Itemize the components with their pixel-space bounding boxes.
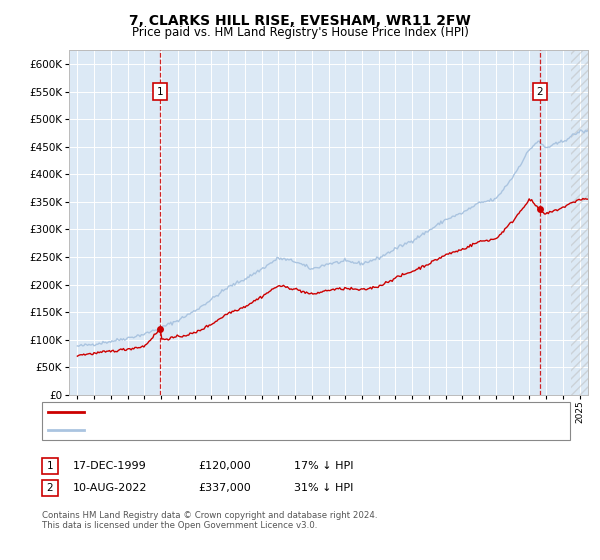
Text: 7, CLARKS HILL RISE, EVESHAM, WR11 2FW (detached house): 7, CLARKS HILL RISE, EVESHAM, WR11 2FW (… — [90, 407, 412, 417]
Text: 17-DEC-1999: 17-DEC-1999 — [73, 461, 146, 471]
Text: 1: 1 — [46, 461, 53, 471]
Text: 2: 2 — [536, 87, 543, 97]
Text: Price paid vs. HM Land Registry's House Price Index (HPI): Price paid vs. HM Land Registry's House … — [131, 26, 469, 39]
Text: £120,000: £120,000 — [198, 461, 251, 471]
Text: 10-AUG-2022: 10-AUG-2022 — [73, 483, 147, 493]
Text: 31% ↓ HPI: 31% ↓ HPI — [294, 483, 353, 493]
Text: £337,000: £337,000 — [198, 483, 251, 493]
Text: 17% ↓ HPI: 17% ↓ HPI — [294, 461, 353, 471]
Text: 2: 2 — [46, 483, 53, 493]
Text: HPI: Average price, detached house, Wychavon: HPI: Average price, detached house, Wych… — [90, 425, 337, 435]
Text: 7, CLARKS HILL RISE, EVESHAM, WR11 2FW: 7, CLARKS HILL RISE, EVESHAM, WR11 2FW — [129, 14, 471, 28]
Text: Contains HM Land Registry data © Crown copyright and database right 2024.
This d: Contains HM Land Registry data © Crown c… — [42, 511, 377, 530]
Text: 1: 1 — [157, 87, 164, 97]
